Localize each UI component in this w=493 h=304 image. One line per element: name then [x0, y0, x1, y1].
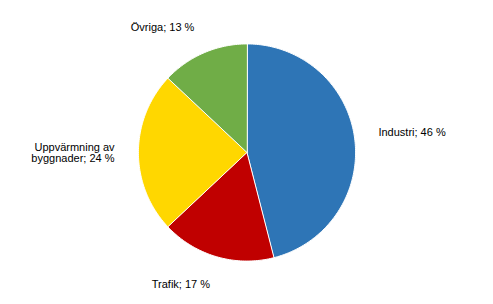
svg-text:Övriga; 13 %: Övriga; 13 %: [131, 21, 195, 33]
svg-text:Uppvärmning avbyggnader; 24 %: Uppvärmning avbyggnader; 24 %: [31, 141, 115, 164]
svg-text:Industri; 46 %: Industri; 46 %: [378, 126, 445, 138]
svg-text:Trafik; 17 %: Trafik; 17 %: [152, 278, 210, 290]
